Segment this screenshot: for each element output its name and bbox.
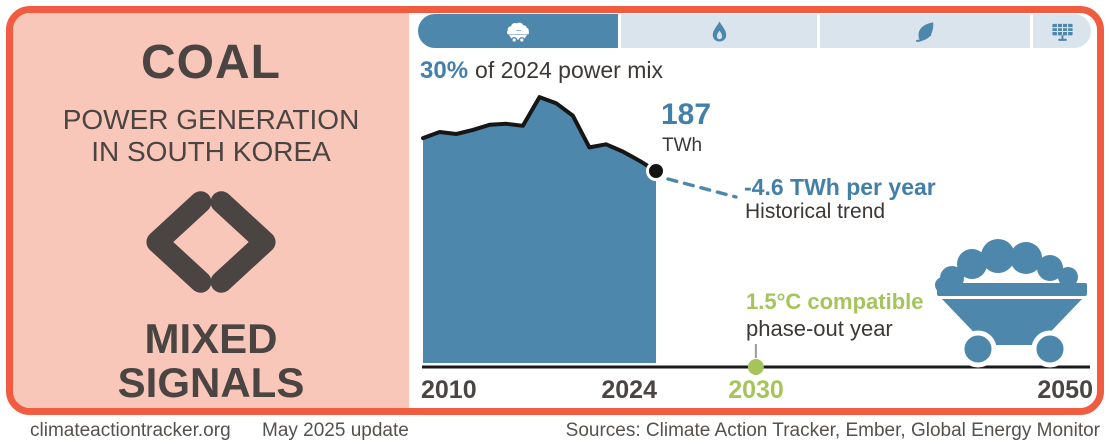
phaseout-dot xyxy=(747,359,764,375)
subtitle-line1: POWER GENERATION xyxy=(62,104,360,135)
xtick-2024: 2024 xyxy=(601,376,657,404)
rating-line1: MIXED xyxy=(144,315,278,363)
coal-cart-illustration xyxy=(935,239,1087,368)
solar-panel-icon xyxy=(1051,23,1073,41)
site-link[interactable]: climateactiontracker.org xyxy=(30,420,231,441)
page-subtitle: POWER GENERATION IN SOUTH KOREA xyxy=(13,104,409,168)
phaseout-highlight: 1.5°C compatible xyxy=(746,289,924,314)
power-mix-line: 30% of 2024 power mix xyxy=(420,57,663,85)
generation-chart xyxy=(421,95,1090,375)
rating-line2: SIGNALS xyxy=(117,359,305,407)
rating-label: MIXED SIGNALS xyxy=(13,317,409,405)
chart-panel: 30% of 2024 power mix xyxy=(409,13,1097,408)
current-unit: TWh xyxy=(662,135,703,156)
current-value-dot xyxy=(646,161,667,181)
xtick-2050: 2050 xyxy=(1037,376,1093,404)
flame-icon xyxy=(712,20,726,41)
subtitle-line2: IN SOUTH KOREA xyxy=(91,136,331,168)
power-mix-value: 30% xyxy=(420,57,469,84)
trend-dash-line xyxy=(666,177,738,199)
page-title: COAL xyxy=(141,36,281,89)
coal-card: COAL POWER GENERATION IN SOUTH KOREA MIX… xyxy=(6,6,1104,415)
xtick-2010: 2010 xyxy=(421,376,477,404)
power-mix-text: of 2024 power mix xyxy=(475,57,663,83)
fuel-tabbar xyxy=(418,14,1091,48)
current-value: 187 xyxy=(661,98,712,131)
sources-text: Sources: Climate Action Tracker, Ember, … xyxy=(565,420,1100,441)
footer: climateactiontracker.org May 2025 update… xyxy=(0,417,1110,444)
area-outline xyxy=(421,95,658,173)
tab-gas[interactable] xyxy=(621,14,817,48)
tab-bioenergy[interactable] xyxy=(820,14,1030,48)
summary-panel: COAL POWER GENERATION IN SOUTH KOREA MIX… xyxy=(13,13,409,408)
trend-label: Historical trend xyxy=(745,200,886,223)
trend-value: -4.6 TWh per year xyxy=(744,174,936,200)
update-date: May 2025 update xyxy=(262,420,409,441)
xtick-2030: 2030 xyxy=(728,376,784,404)
leaf-icon xyxy=(915,21,933,42)
tab-coal[interactable] xyxy=(418,14,618,48)
tab-solar[interactable] xyxy=(1033,14,1091,48)
phaseout-label: phase-out year xyxy=(746,316,893,341)
area-fill xyxy=(423,97,656,363)
coal-cart-icon xyxy=(507,22,529,43)
angle-brackets-icon xyxy=(13,190,409,299)
